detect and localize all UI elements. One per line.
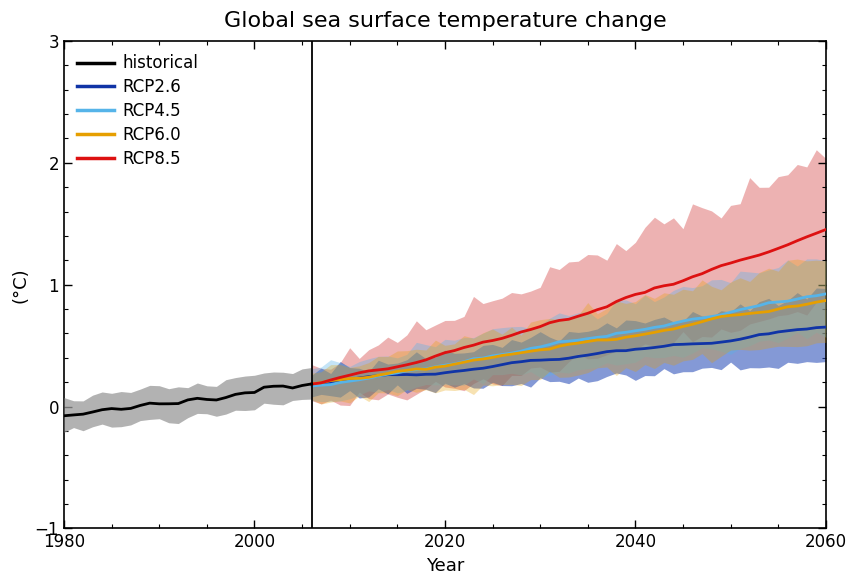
Legend: historical, RCP2.6, RCP4.5, RCP6.0, RCP8.5: historical, RCP2.6, RCP4.5, RCP6.0, RCP8… (72, 49, 203, 173)
Y-axis label: (°C): (°C) (11, 267, 29, 302)
Title: Global sea surface temperature change: Global sea surface temperature change (224, 11, 667, 31)
X-axis label: Year: Year (426, 557, 464, 575)
